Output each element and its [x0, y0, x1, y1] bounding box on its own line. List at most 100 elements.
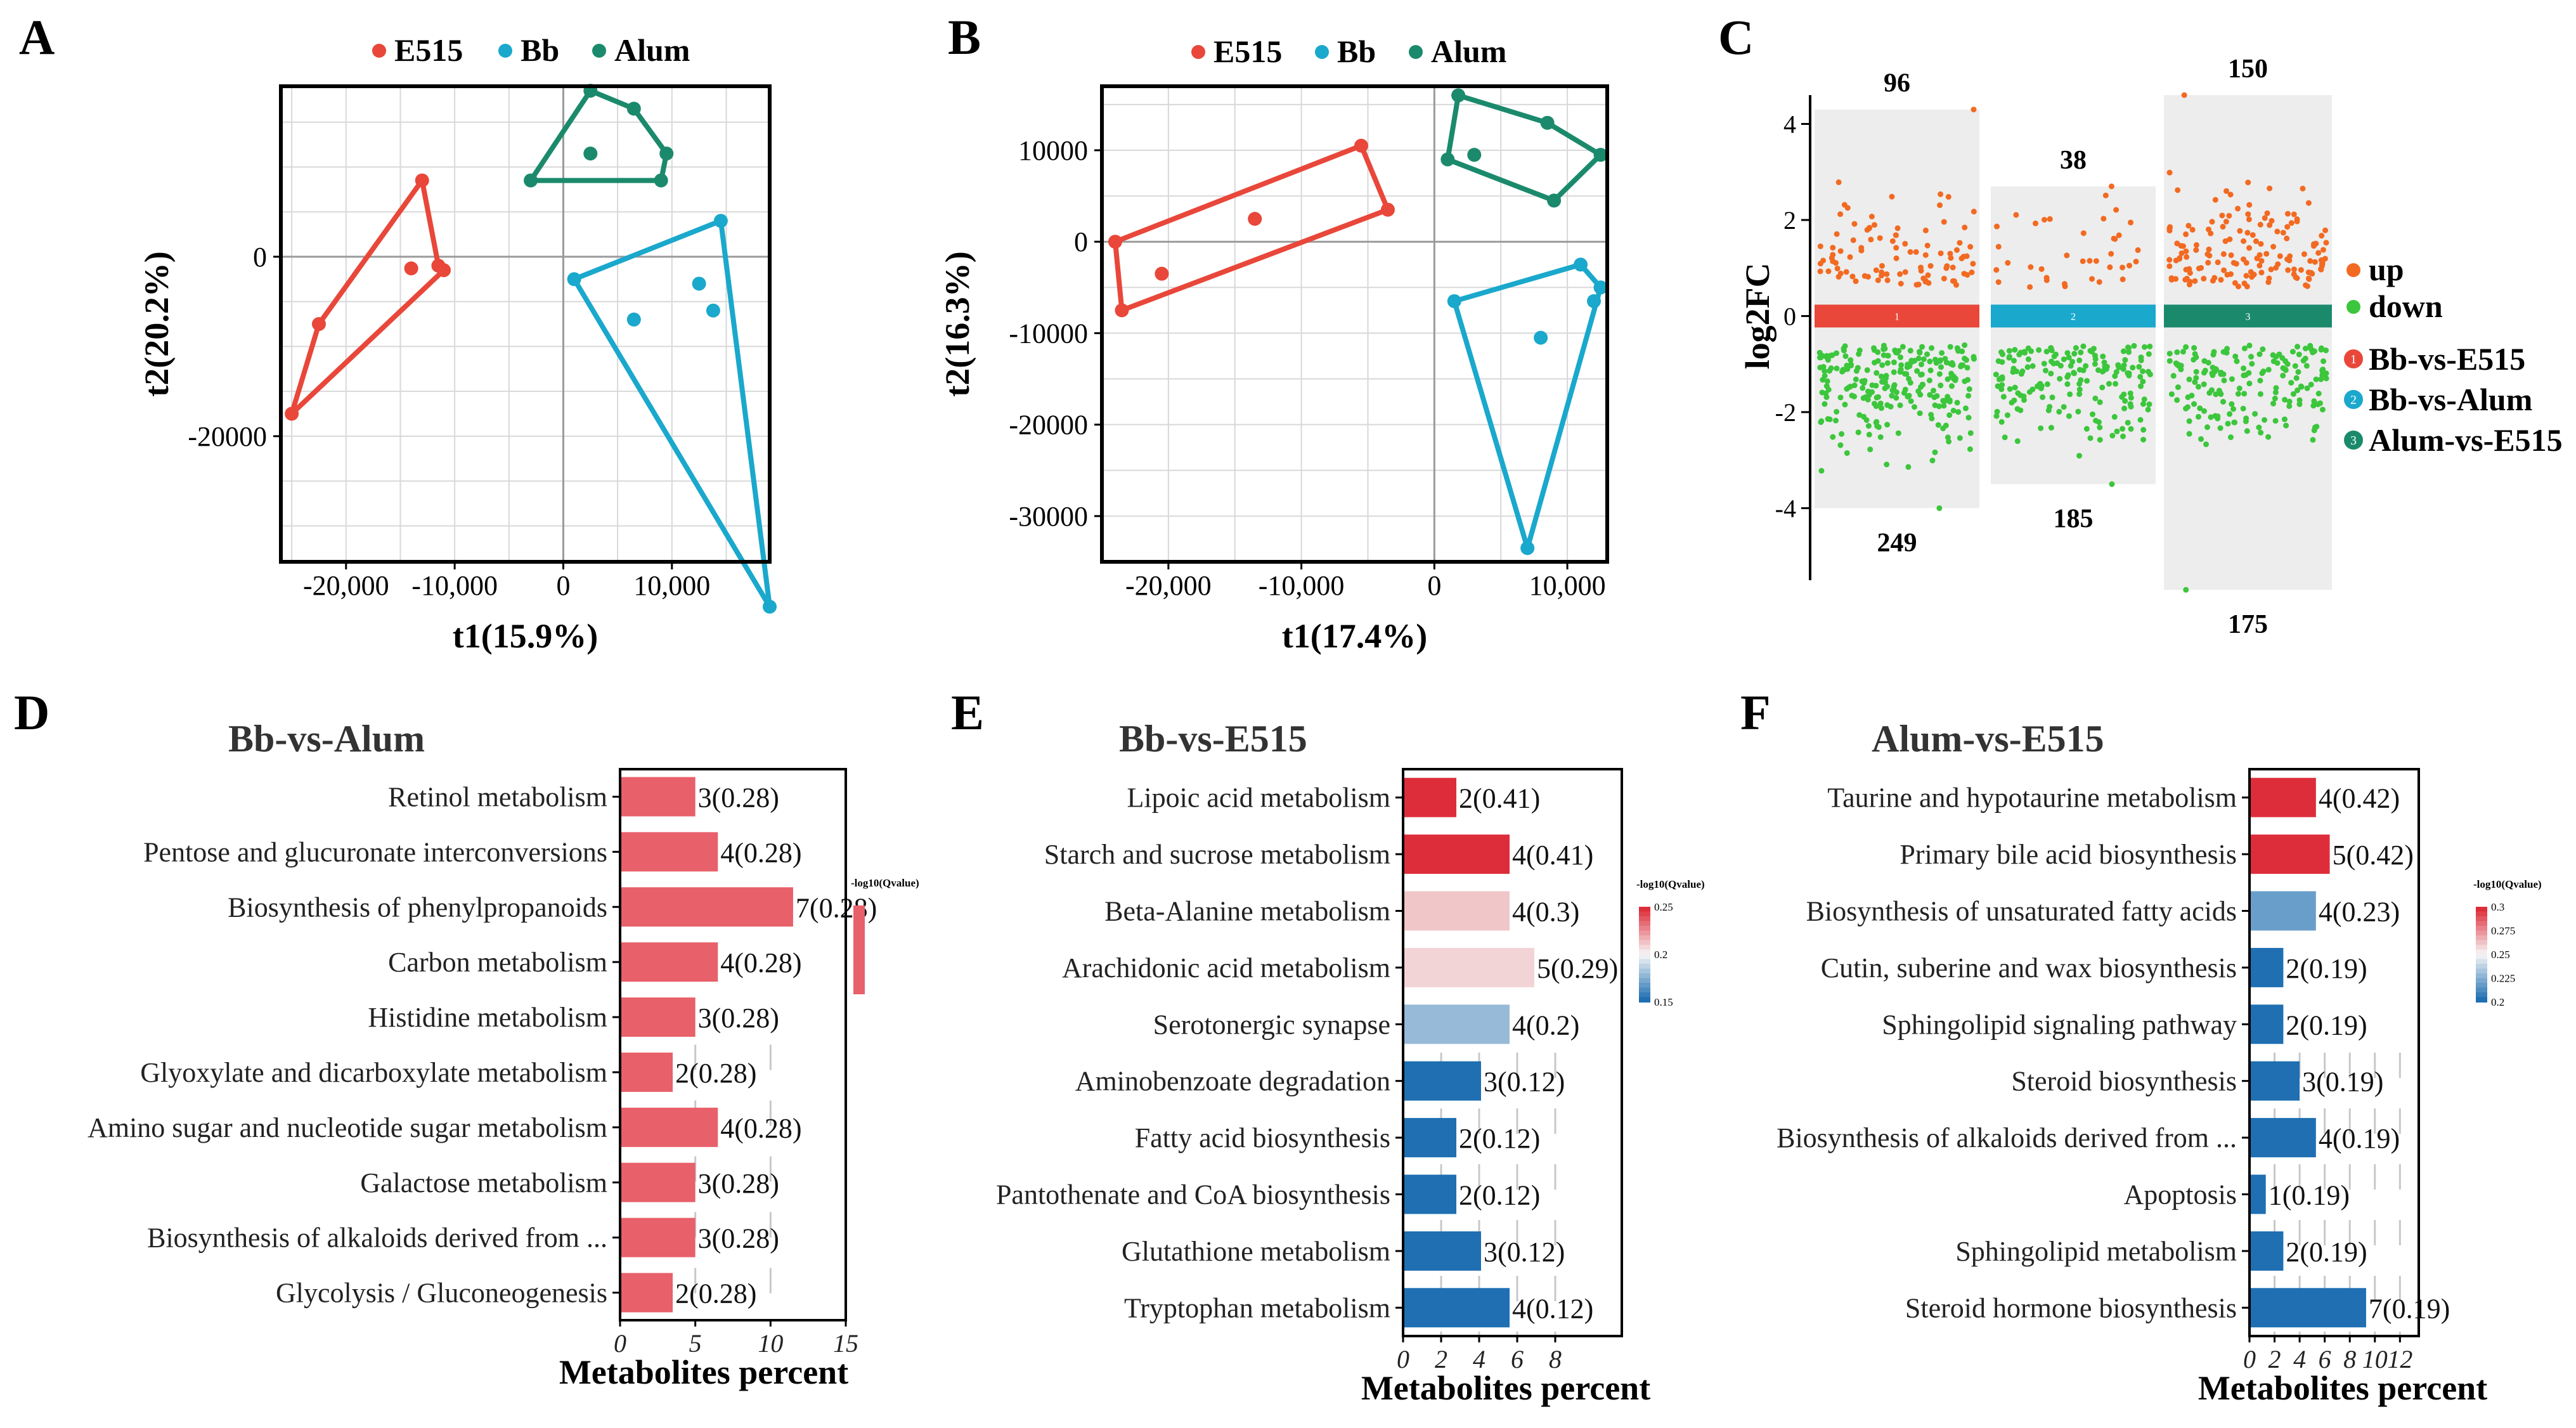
up-point	[1868, 237, 1874, 243]
colorbar-segment-18	[1639, 992, 1650, 998]
down-point	[1942, 356, 1948, 362]
down-point	[2050, 360, 2057, 367]
down-point	[1864, 367, 1870, 373]
down-point	[1860, 385, 1866, 391]
bar-value-label-2: 4(0.23)	[2319, 897, 2400, 928]
down-point	[1898, 362, 1905, 368]
bar-value-label-3: 2(0.19)	[2286, 953, 2367, 984]
colorbar-segment-2	[1639, 916, 1650, 922]
down-point	[2048, 425, 2054, 431]
colorbar-segment-16	[2476, 983, 2487, 989]
panel-title: Alum-vs-E515	[1872, 718, 2104, 760]
down-point	[1946, 412, 1953, 419]
down-point	[2315, 391, 2322, 397]
down-point	[2064, 350, 2071, 356]
down-point	[2174, 349, 2180, 355]
down-point	[2036, 347, 2042, 353]
bar-value-label-1: 5(0.42)	[2333, 840, 2414, 871]
down-point	[1822, 373, 1828, 379]
down-point	[2186, 376, 2192, 382]
down-point	[2029, 363, 2036, 369]
down-point	[2294, 344, 2301, 350]
category-label-0: Taurine and hypotaurine metabolism	[1827, 782, 2237, 814]
down-point	[2099, 368, 2106, 375]
down-point	[2065, 372, 2071, 379]
down-point	[2012, 347, 2018, 353]
colorbar-segment-10	[2476, 954, 2487, 960]
up-point	[2126, 263, 2133, 269]
down-point	[1936, 371, 1943, 377]
down-point	[1891, 382, 1898, 388]
point-e515-3	[1354, 138, 1368, 153]
down-point	[2282, 396, 2288, 403]
down-point	[1965, 393, 1972, 399]
down-point	[2168, 391, 2175, 398]
x-tick-label-0: -20,000	[303, 570, 389, 601]
colorbar-segment-9	[1639, 949, 1650, 955]
strip-band-0	[1815, 304, 1979, 328]
colorbar-segment-19	[2476, 997, 2487, 1003]
down-point	[2109, 432, 2116, 439]
x-axis-title: Metabolites percent	[559, 1353, 848, 1391]
legend-b-alum-label: Alum	[1431, 34, 1506, 69]
point-e515-2	[415, 173, 429, 188]
down-point	[2138, 357, 2144, 363]
up-point	[2107, 264, 2113, 270]
down-point	[2323, 375, 2329, 382]
down-point	[2282, 358, 2289, 364]
category-label-2: Biosynthesis of phenylpropanoids	[228, 892, 607, 923]
down-point	[1877, 400, 1884, 406]
down-point	[1938, 382, 1944, 389]
up-point	[1953, 247, 1960, 253]
down-point	[2290, 391, 2296, 397]
colorbar-segment-1	[2476, 911, 2487, 917]
down-point	[1865, 423, 1872, 429]
colorbar-segment-19	[1639, 997, 1650, 1003]
colorbar-tick-label-1: 0.275	[2491, 925, 2515, 937]
up-point	[2245, 179, 2251, 186]
down-point	[2201, 408, 2208, 414]
down-point	[2146, 401, 2152, 408]
down-point	[2011, 397, 2017, 403]
down-point	[2243, 372, 2249, 378]
up-point	[1858, 245, 1865, 251]
point-bb-0	[567, 272, 581, 287]
down-point	[2230, 406, 2237, 412]
colorbar-segment-0	[1639, 907, 1650, 912]
x-tick-label-2: 4	[1473, 1345, 1485, 1373]
down-point	[2174, 397, 2180, 403]
down-point	[2256, 351, 2263, 358]
point-alum-4	[1547, 193, 1562, 208]
up-point	[2298, 267, 2304, 273]
up-point	[2224, 271, 2230, 278]
bar-value-label-5: 2(0.28)	[675, 1058, 756, 1089]
down-point	[2122, 357, 2128, 363]
x-tick-label-1: 5	[689, 1329, 702, 1358]
down-point	[2204, 424, 2210, 431]
up-point	[2183, 231, 2189, 237]
colorbar-segment-0	[2476, 907, 2487, 912]
up-point	[1866, 225, 1872, 231]
bar-9	[2249, 1288, 2366, 1328]
panel-title: Bb-vs-Alum	[228, 718, 425, 760]
legend-a-e515-label: E515	[394, 32, 463, 68]
hull-bb	[571, 218, 772, 609]
point-e515-1	[311, 317, 326, 331]
down-point	[2048, 345, 2054, 351]
bar-value-label-4: 2(0.19)	[2286, 1009, 2367, 1041]
down-point	[2193, 354, 2199, 360]
bar-6	[1403, 1118, 1456, 1158]
up-point	[2013, 212, 2019, 218]
y-tick-label-4: -4	[1775, 494, 1796, 523]
down-point	[2004, 412, 2010, 419]
colorbar-segment-15	[2476, 978, 2487, 983]
down-point	[2127, 390, 2133, 396]
down-point	[1994, 408, 2000, 415]
point-e515-4	[437, 263, 451, 278]
up-point	[2133, 259, 2139, 265]
down-point	[1824, 378, 1830, 384]
bar-7	[1403, 1174, 1456, 1214]
down-point	[2121, 405, 2128, 412]
x-tick-label-5: 10	[2362, 1345, 2388, 1373]
up-point	[1913, 282, 1920, 288]
